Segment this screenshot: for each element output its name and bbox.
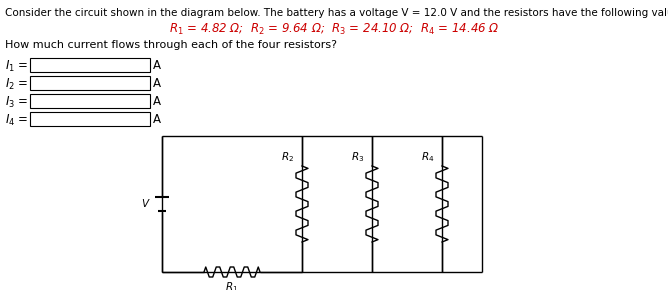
Text: A: A	[153, 59, 161, 72]
Bar	[30, 58, 150, 72]
Text: $R_2$: $R_2$	[281, 150, 294, 164]
Text: How much current flows through each of the four resistors?: How much current flows through each of t…	[5, 40, 337, 50]
Text: $I_2$ =: $I_2$ =	[5, 77, 28, 92]
Bar	[30, 76, 150, 90]
Bar	[30, 94, 150, 108]
Text: $R_4$: $R_4$	[421, 150, 434, 164]
Text: A: A	[153, 77, 161, 90]
Text: A: A	[153, 95, 161, 108]
Text: $R_1$: $R_1$	[225, 280, 238, 290]
Text: Consider the circuit shown in the diagram below. The battery has a voltage V = 1: Consider the circuit shown in the diagra…	[5, 8, 668, 18]
Text: $I_1$ =: $I_1$ =	[5, 59, 28, 74]
Bar	[30, 112, 150, 126]
Text: A: A	[153, 113, 161, 126]
Text: $R_1$ = 4.82 Ω;  $R_2$ = 9.64 Ω;  $R_3$ = 24.10 Ω;  $R_4$ = 14.46 Ω: $R_1$ = 4.82 Ω; $R_2$ = 9.64 Ω; $R_3$ = …	[169, 22, 499, 37]
Text: $R_3$: $R_3$	[351, 150, 364, 164]
Text: $I_3$ =: $I_3$ =	[5, 95, 28, 110]
Text: $I_4$ =: $I_4$ =	[5, 113, 28, 128]
Text: V: V	[141, 199, 148, 209]
